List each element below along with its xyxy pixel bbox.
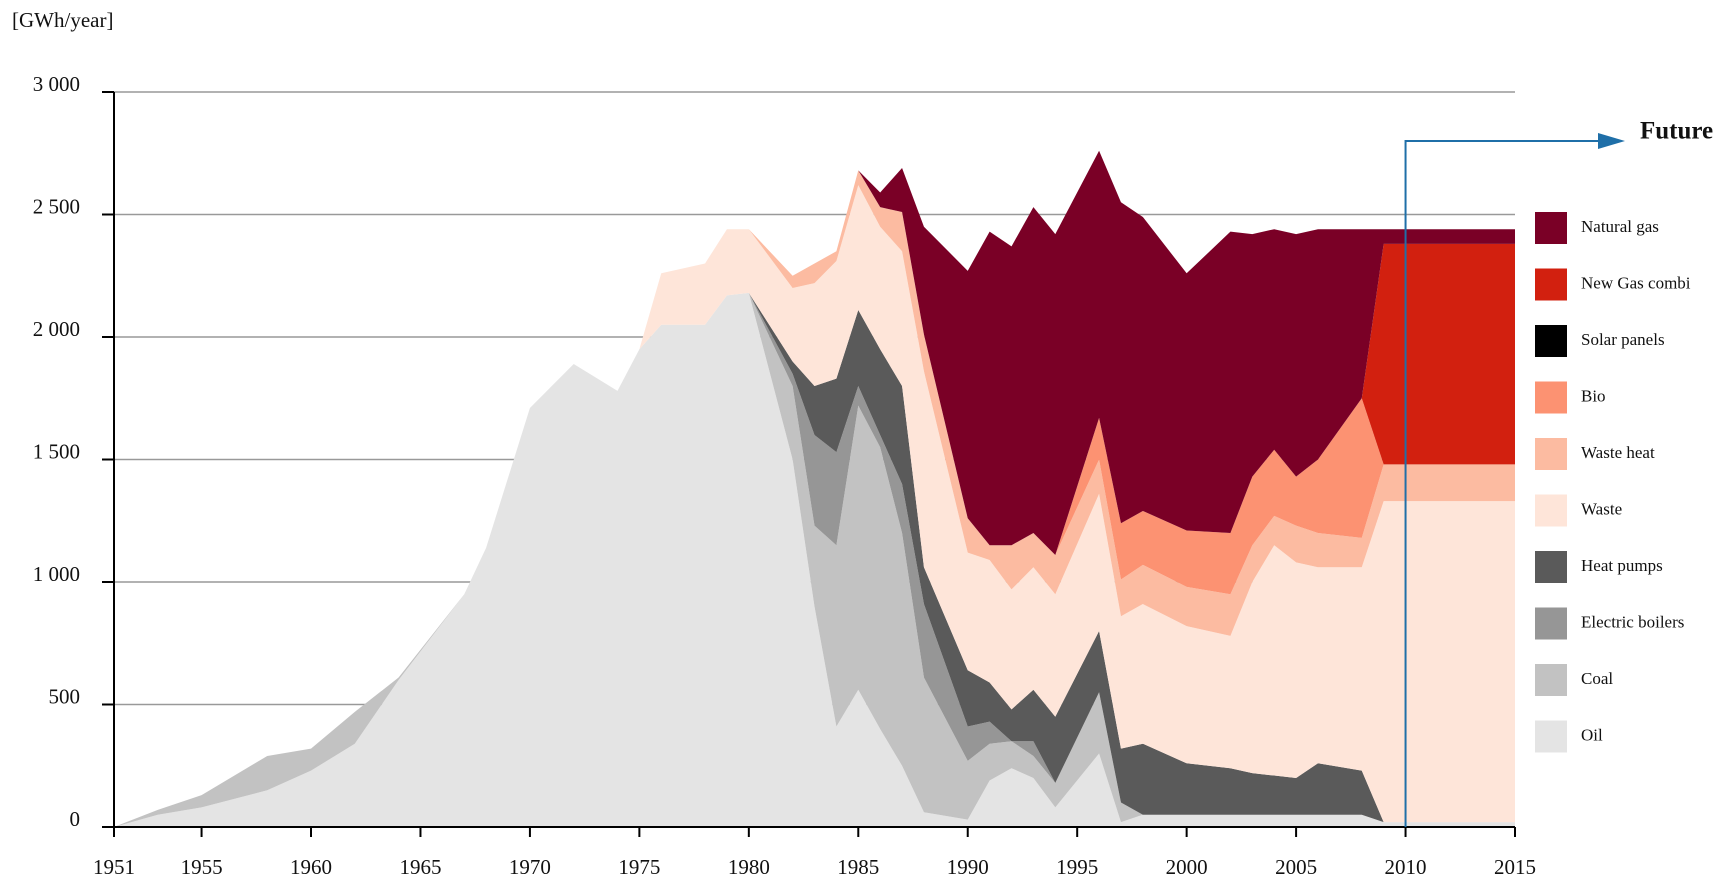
y-tick-label: 0 [70,807,81,831]
x-tick-label: 1985 [837,855,879,878]
legend-swatch [1535,438,1567,470]
y-tick-label: 1 000 [33,562,80,586]
area [114,150,1515,828]
x-tick-label: 2015 [1494,855,1536,878]
x-tick-label: 1955 [181,855,223,878]
x-tick-label: 2000 [1166,855,1208,878]
x-tick-label: 2010 [1385,855,1427,878]
x-tick-label: 1951 [93,855,135,878]
x-tick-label: 1990 [947,855,989,878]
legend-swatch [1535,212,1567,244]
x-tick-label: 1980 [728,855,770,878]
y-axis-label: [GWh/year] [12,8,113,32]
arrow-head [1598,133,1625,149]
legend-swatch [1535,607,1567,640]
legend-swatch [1535,325,1567,357]
x-tick-label: 1960 [290,855,332,878]
legend-swatch [1535,494,1567,527]
y-tick-label: 2 000 [33,317,80,341]
legend-label: Waste heat [1581,443,1655,462]
x-tick-label: 1970 [509,855,551,878]
legend-swatch [1535,381,1567,414]
x-tick-label: 1975 [618,855,660,878]
area [114,185,1515,828]
legend-label: Bio [1581,386,1606,405]
legend-swatch [1535,551,1567,583]
y-tick-label: 2 500 [33,194,80,218]
future-arrow [1404,140,1600,827]
legend-label: New Gas combi [1581,273,1691,292]
y-tick-label: 500 [49,684,81,708]
legend-label: Natural gas [1581,217,1659,236]
annotation: Future [1640,118,1713,145]
legend-label: Coal [1581,669,1613,688]
area [114,292,1515,827]
areas [114,91,1515,828]
y-tick-label: 1 500 [33,439,80,463]
legend-swatch [1535,720,1567,753]
area [114,292,1515,827]
x-tick-label: 1965 [399,855,441,878]
legend-swatch [1535,664,1567,696]
legend-label: Oil [1581,725,1603,744]
legend-label: Solar panels [1581,330,1665,349]
legend-label: Waste [1581,499,1622,518]
legend-label: Electric boilers [1581,612,1684,631]
y-tick-label: 3 000 [33,72,80,96]
x-tick-label: 2005 [1275,855,1317,878]
area [114,292,1515,827]
legend-swatch [1535,268,1567,301]
x-tick-label: 1995 [1056,855,1098,878]
axes: 0 500 1 000 1 500 2 000 2 500 3 000 1951 1955 196… [33,72,1691,878]
legend-label: Heat pumps [1581,556,1663,575]
